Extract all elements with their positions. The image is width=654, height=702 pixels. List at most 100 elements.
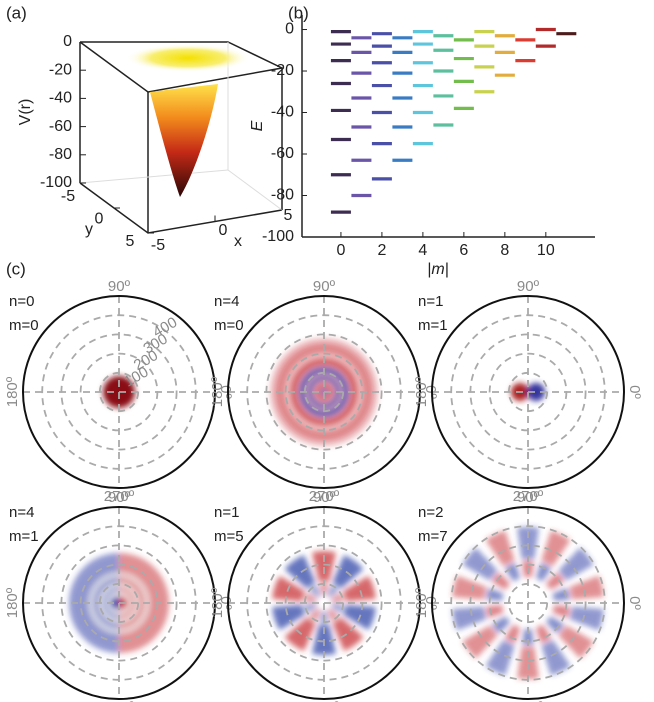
x-tick-label: 6 xyxy=(459,242,468,259)
density-lobe xyxy=(330,603,344,614)
angle-label: 180º xyxy=(413,587,430,618)
density-lobe xyxy=(541,530,571,567)
x-tick-label: 0 xyxy=(219,222,228,239)
angle-label: 90º xyxy=(313,489,336,506)
annotation: m=1 xyxy=(418,317,448,334)
z-tick-label: -60 xyxy=(49,118,72,135)
angle-label: 90º xyxy=(108,489,131,506)
polar-frame xyxy=(22,295,216,489)
angle-label: 0º xyxy=(217,385,234,399)
polar-plot: 0º 90º 180º 270º n=2 m=7 xyxy=(413,489,643,702)
annotation: n=2 xyxy=(418,504,443,521)
panel-label: (c) xyxy=(6,259,26,278)
angle-label: 270º xyxy=(513,488,544,505)
angle-label: 180º xyxy=(4,587,21,618)
polar-plot: 0º 90º 180º 270º n=4 m=1 xyxy=(4,489,234,702)
density-lobe xyxy=(332,554,364,589)
annotation: n=0 xyxy=(9,293,34,310)
panel-label: (a) xyxy=(6,3,27,22)
density-lobe xyxy=(535,562,552,582)
z-tick-label: -40 xyxy=(49,90,72,107)
y-tick-label: -40 xyxy=(271,104,294,121)
x-axis-label: x xyxy=(234,233,242,250)
angle-label: 270º xyxy=(104,699,135,702)
y-axis-label: E xyxy=(249,120,266,131)
density-lobe xyxy=(541,639,571,676)
y-tick-label: 5 xyxy=(126,233,135,250)
density-lobe xyxy=(558,625,594,659)
z-tick-label: -100 xyxy=(40,174,72,191)
x-tick-label: -5 xyxy=(151,237,165,254)
density-lobe xyxy=(485,530,515,567)
density-lobe xyxy=(552,587,570,601)
x-tick-label: 0 xyxy=(336,242,345,259)
density-lobe xyxy=(527,383,545,401)
panel-label: (b) xyxy=(288,3,309,22)
y-tick-label: -100 xyxy=(262,228,294,245)
density-lobe xyxy=(284,554,316,589)
density-lobe xyxy=(558,547,594,581)
angle-label: 180º xyxy=(209,376,226,407)
density-lobe xyxy=(452,606,487,631)
y-tick-label: -5 xyxy=(61,188,75,205)
density-lobe xyxy=(485,639,515,676)
x-tick-label: 2 xyxy=(377,242,386,259)
angle-label: 90º xyxy=(108,278,131,295)
density-lobe xyxy=(332,617,364,652)
density-lobe xyxy=(569,575,604,600)
y-tick-label: -60 xyxy=(271,145,294,162)
y-tick-label: 0 xyxy=(285,21,294,38)
angle-label: 0º xyxy=(422,385,439,399)
x-tick-label: 10 xyxy=(537,242,555,259)
density-lobe xyxy=(111,599,119,607)
density-lobe xyxy=(545,616,565,634)
polar-frame xyxy=(227,295,421,489)
density-lobe xyxy=(462,625,498,659)
x-tick-label: 5 xyxy=(284,207,293,224)
y-axis-label: y xyxy=(85,221,93,238)
y-tick-label: -80 xyxy=(271,187,294,204)
angle-label: 180º xyxy=(413,376,430,407)
density-lobe xyxy=(342,575,376,602)
angle-label: 270º xyxy=(309,488,340,505)
z-axis-label: V(r) xyxy=(17,99,34,126)
density-lobe xyxy=(284,617,316,652)
y-tick-label: -20 xyxy=(271,62,294,79)
polar-plot: 0º 90º 180º 270º n=4 m=0 xyxy=(209,278,439,505)
density-lobe xyxy=(491,572,511,590)
x-tick-label: 8 xyxy=(500,242,509,259)
density-lobe xyxy=(311,551,337,582)
density-lobe xyxy=(545,572,565,590)
polar-plot: 0º 90º 180º 270º n=1 m=1 xyxy=(413,278,643,505)
density-lobe xyxy=(491,616,511,634)
annotation: n=1 xyxy=(214,504,239,521)
density-lobe xyxy=(486,587,504,601)
density-lobe xyxy=(486,605,504,619)
density-pattern xyxy=(452,526,604,680)
angle-label: 270º xyxy=(104,488,135,505)
density-lobe xyxy=(504,562,521,582)
angle-label: 90º xyxy=(517,278,540,295)
z-tick-label: -20 xyxy=(49,61,72,78)
annotation: n=4 xyxy=(214,293,239,310)
density-lobe xyxy=(452,575,487,600)
polar-frame xyxy=(431,506,625,700)
surface-top xyxy=(126,44,250,72)
angle-label: 0º xyxy=(626,385,643,399)
annotation: m=0 xyxy=(9,317,39,334)
density-lobe xyxy=(272,604,306,631)
density-lobe xyxy=(517,646,539,680)
density-lobe xyxy=(304,592,318,603)
x-axis-label: |m| xyxy=(427,261,449,278)
angle-label: 0º xyxy=(422,596,439,610)
angle-label: 0º xyxy=(217,596,234,610)
angle-label: 270º xyxy=(309,699,340,702)
angle-label: 0º xyxy=(626,596,643,610)
density-lobe xyxy=(462,547,498,581)
polar-frame xyxy=(22,506,216,700)
annotation: m=1 xyxy=(9,528,39,545)
annotation: n=1 xyxy=(418,293,443,310)
